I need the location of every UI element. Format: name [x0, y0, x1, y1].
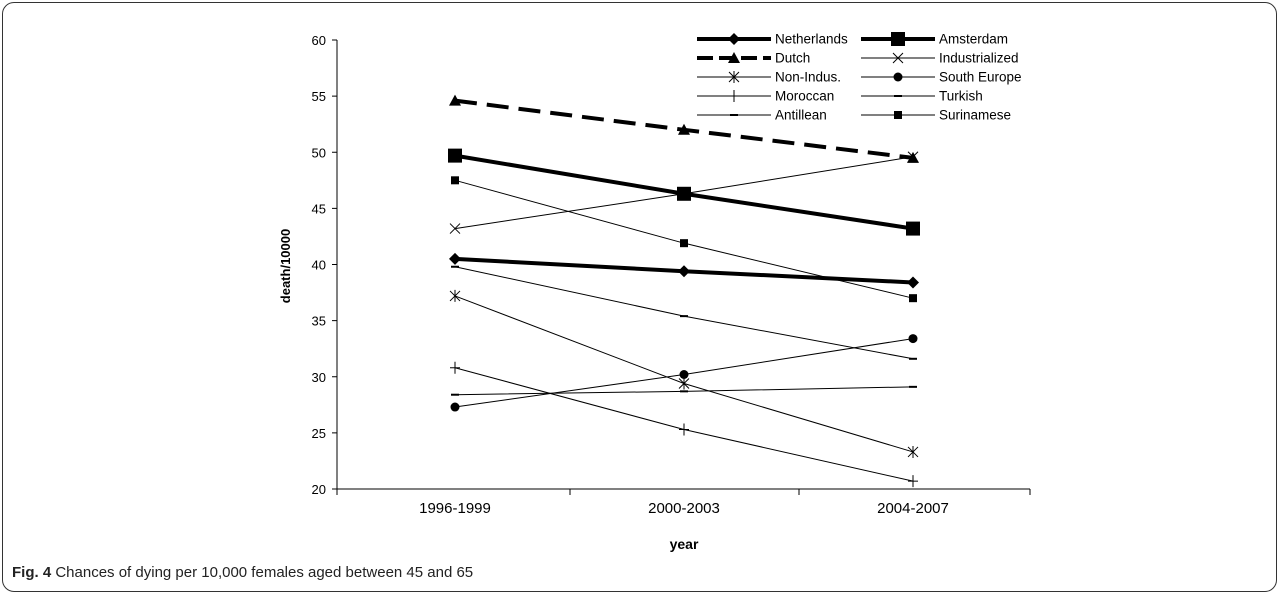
line-chart: 20 25 30 35 40 45 50 55 60 1996-1999 2000-2003 2004… [278, 32, 1031, 552]
legend-item-moroccan: Moroccan [697, 89, 834, 104]
data-point-moroccan [450, 361, 460, 374]
legend-label: Non-Indus. [775, 70, 841, 85]
series-moroccan [450, 361, 918, 488]
legend: Netherlands Amsterdam Dutch Industrialized N… [697, 32, 1022, 123]
data-point-dutch [678, 123, 690, 135]
series-turkish [451, 385, 917, 396]
figure-caption-text: Chances of dying per 10,000 females aged… [55, 564, 474, 581]
data-point-non-indus [449, 289, 461, 302]
legend-marker [728, 71, 740, 83]
figure-label: Fig. 4 [12, 564, 52, 581]
y-tick-label: 20 [312, 482, 326, 497]
data-point-netherlands [907, 276, 919, 289]
data-point-non-indus [678, 377, 690, 390]
data-point-south-europe [679, 370, 689, 380]
legend-item-amsterdam: Amsterdam [861, 32, 1008, 47]
y-tick-label: 35 [312, 314, 326, 329]
y-tick-label: 45 [312, 201, 326, 216]
data-point-industrialized [907, 151, 919, 163]
legend-label: South Europe [939, 70, 1022, 85]
y-tick-label: 40 [312, 258, 326, 273]
data-point-netherlands [449, 252, 461, 265]
series-amsterdam [448, 148, 920, 236]
legend-item-netherlands: Netherlands [697, 32, 848, 47]
legend-item-turkish: Turkish [861, 89, 983, 104]
legend-label: Antillean [775, 108, 827, 123]
series-industrialized [449, 151, 919, 234]
series-surinamese [451, 176, 917, 303]
legend-label: Turkish [939, 89, 983, 104]
y-tick-label: 60 [312, 33, 326, 48]
legend-marker [892, 52, 904, 64]
y-tick-label: 55 [312, 89, 326, 104]
data-point-amsterdam [448, 148, 462, 163]
legend-label: Netherlands [775, 32, 848, 47]
x-tick-label: 2004-2007 [877, 500, 949, 517]
data-point-dutch [449, 94, 461, 106]
x-tick-label: 1996-1999 [419, 500, 491, 517]
legend-label: Amsterdam [939, 32, 1008, 47]
data-point-south-europe [908, 334, 918, 344]
data-point-moroccan [908, 475, 918, 488]
y-axis-label: death/10000 [278, 229, 293, 303]
y-tick-label: 25 [312, 426, 326, 441]
series-dutch [449, 94, 919, 163]
legend-marker [728, 33, 740, 45]
y-tick-label: 30 [312, 370, 326, 385]
x-axis-label: year [670, 536, 699, 552]
legend-marker [729, 90, 739, 102]
data-point-surinamese [451, 176, 459, 185]
legend-label: Moroccan [775, 89, 834, 104]
data-point-industrialized [449, 223, 461, 234]
legend-item-industrialized: Industrialized [861, 51, 1019, 66]
legend-item-antillean: Antillean [697, 108, 827, 123]
data-point-surinamese [680, 239, 688, 248]
data-point-moroccan [679, 423, 689, 436]
data-point-amsterdam [906, 221, 920, 236]
legend-item-non-indus: Non-Indus. [697, 70, 841, 85]
series-layer [448, 94, 920, 488]
series-south-europe [450, 334, 918, 412]
axes: 20 25 30 35 40 45 50 55 60 1996-1999 2000-2003 2004… [312, 33, 1031, 517]
legend-item-surinamese: Surinamese [861, 108, 1011, 123]
series-non-indus [449, 289, 919, 458]
legend-label: Industrialized [939, 51, 1019, 66]
data-point-industrialized [678, 188, 690, 200]
series-netherlands [449, 252, 919, 289]
legend-marker [894, 111, 902, 119]
figure-caption: Fig. 4 Chances of dying per 10,000 femal… [12, 564, 473, 581]
legend-marker [893, 72, 903, 82]
legend-label: Dutch [775, 51, 810, 66]
legend-item-dutch: Dutch [697, 51, 810, 66]
legend-marker [728, 52, 740, 63]
data-point-netherlands [678, 265, 690, 278]
legend-label: Surinamese [939, 108, 1011, 123]
legend-item-south-europe: South Europe [861, 70, 1022, 85]
series-antillean [451, 265, 917, 360]
legend-marker [891, 32, 905, 46]
data-point-surinamese [909, 294, 917, 303]
data-point-non-indus [907, 445, 919, 458]
data-point-south-europe [450, 402, 460, 412]
x-tick-label: 2000-2003 [648, 500, 720, 517]
y-tick-label: 50 [312, 145, 326, 160]
